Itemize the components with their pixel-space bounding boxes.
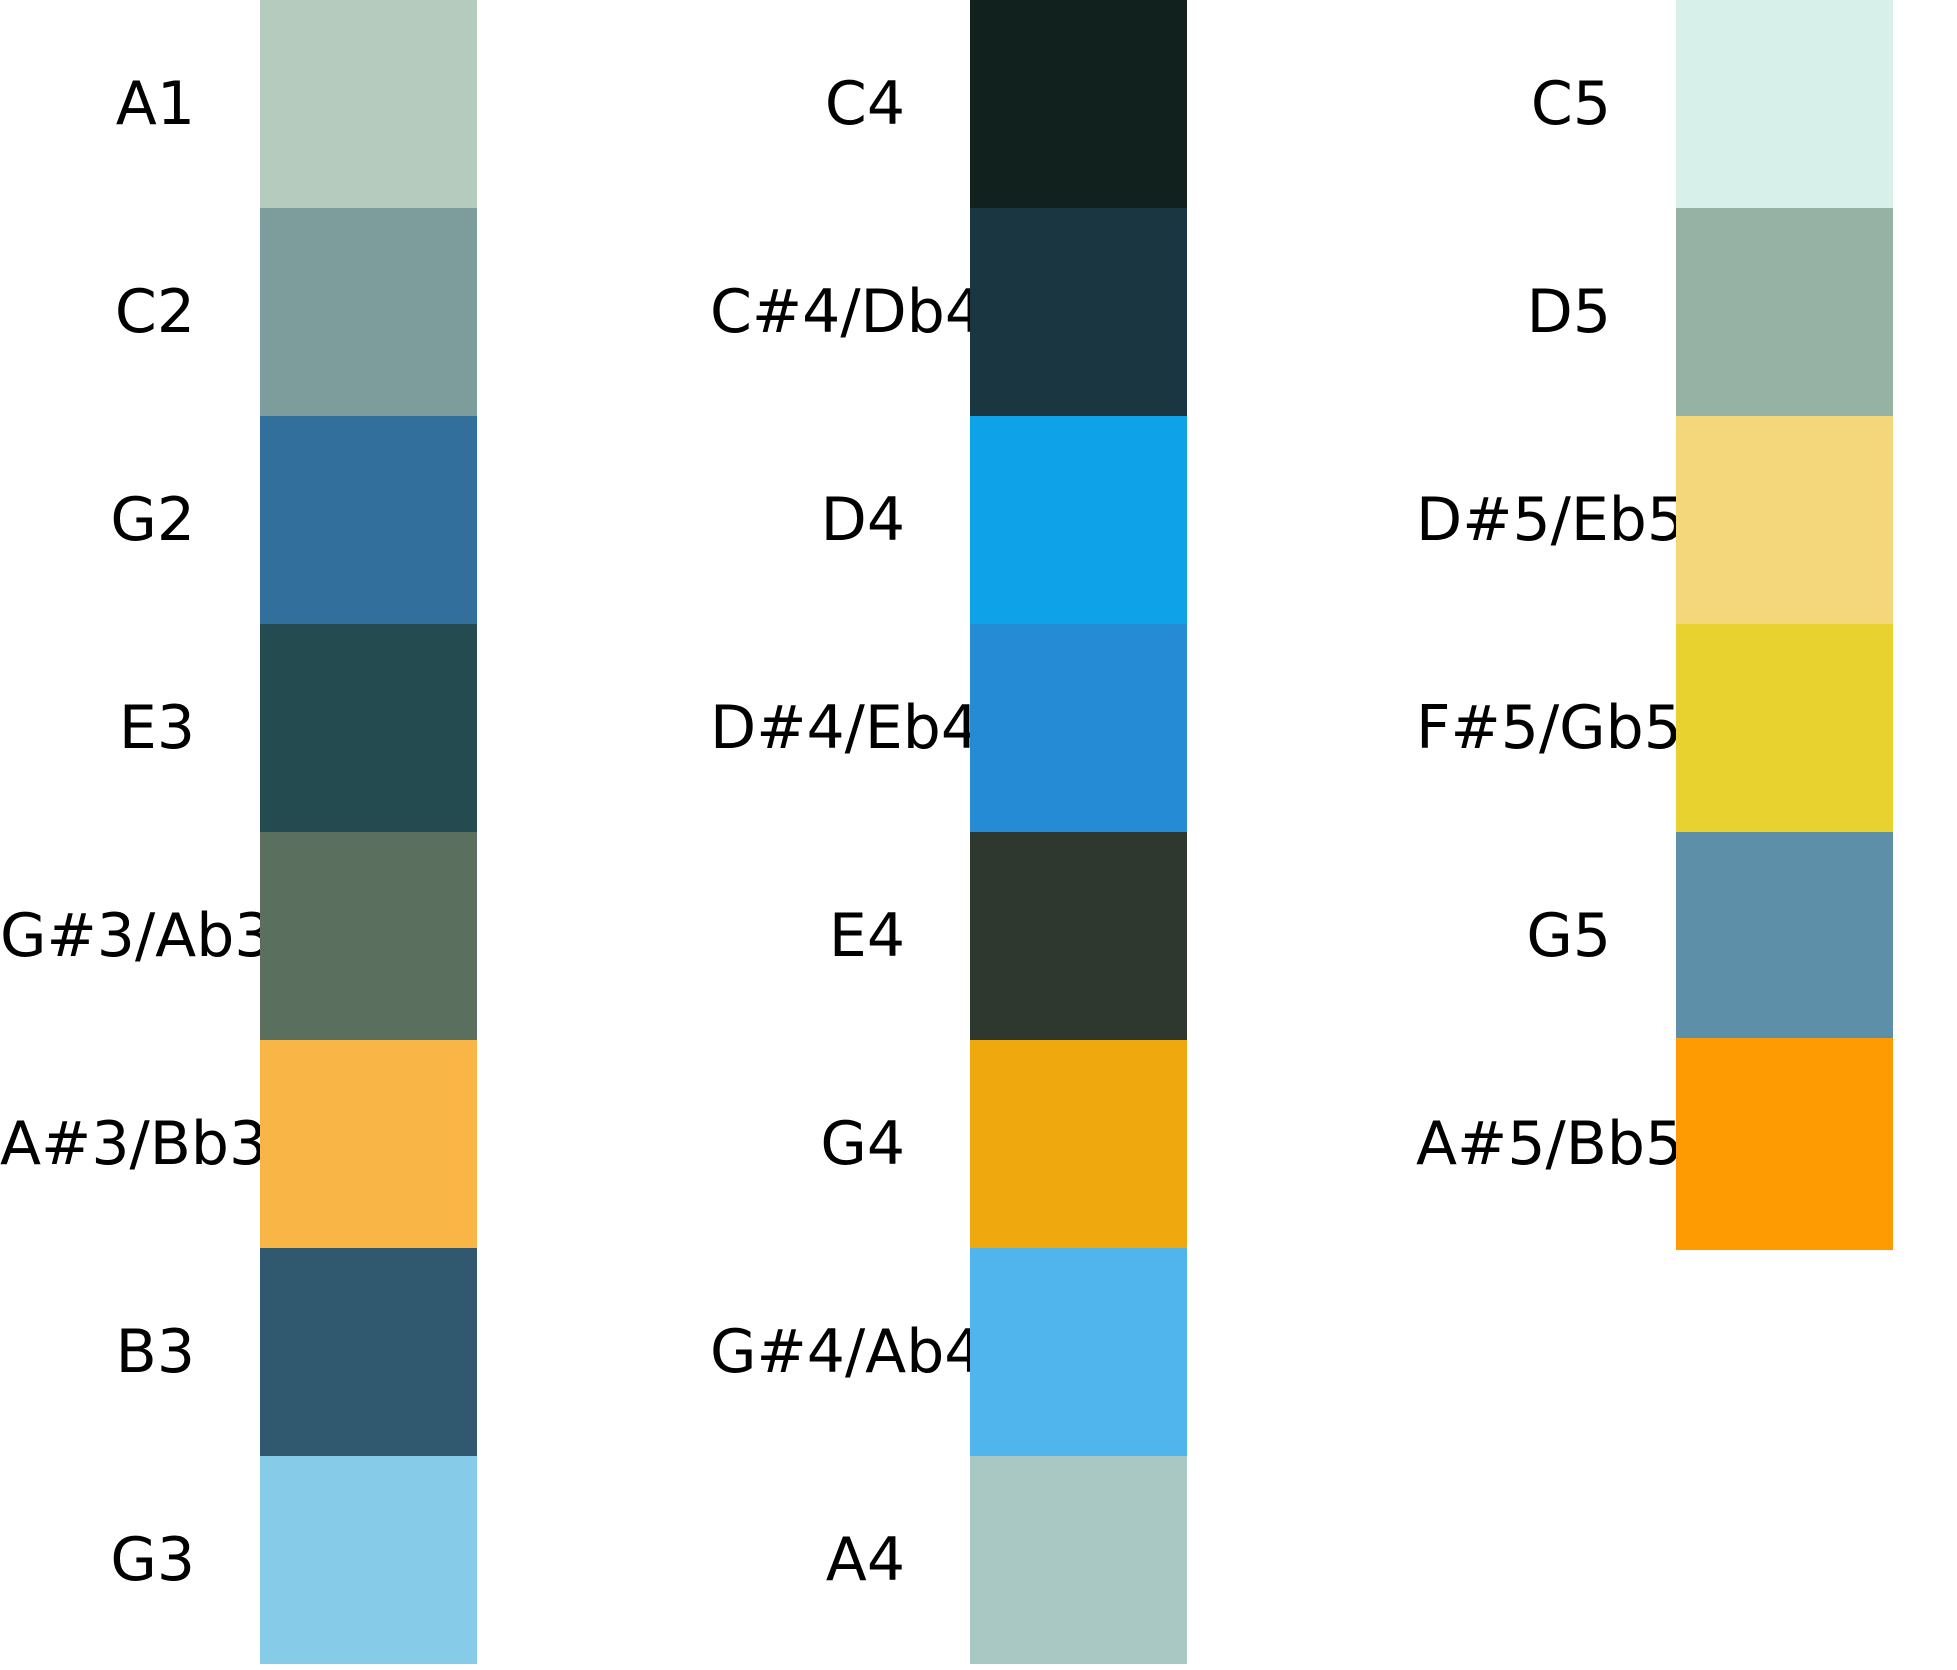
swatch-row: C2: [0, 208, 477, 416]
color-swatch: [1676, 1038, 1893, 1250]
note-label: A4: [825, 1525, 905, 1595]
color-swatch: [970, 1456, 1187, 1664]
swatch-row: E4: [710, 832, 1187, 1040]
swatch-row: A1: [0, 0, 477, 208]
note-label: E4: [828, 901, 905, 971]
note-label: F#5/Gb5: [1416, 693, 1682, 763]
color-swatch: [260, 1456, 477, 1664]
color-swatch: [260, 832, 477, 1040]
note-label: C4: [824, 69, 905, 139]
swatch-row: D5: [1416, 208, 1893, 416]
note-label: A1: [115, 69, 195, 139]
note-label: D4: [820, 485, 905, 555]
swatch-row: D4: [710, 416, 1187, 624]
swatch-row: D#5/Eb5: [1416, 416, 1893, 624]
note-label: A#5/Bb5: [1416, 1109, 1684, 1179]
color-swatch: [970, 416, 1187, 624]
note-label: G5: [1526, 901, 1611, 971]
note-label: G3: [110, 1525, 195, 1595]
swatch-row: C5: [1416, 0, 1893, 208]
color-swatch: [260, 0, 477, 208]
swatch-row: A4: [710, 1456, 1187, 1664]
swatch-row: A#3/Bb3: [0, 1040, 477, 1248]
swatch-column-3: C5 D5 D#5/Eb5 F#5/Gb5 G5 A#5/Bb5: [1416, 0, 1893, 1250]
color-swatch: [970, 832, 1187, 1040]
note-label: C#4/Db4: [710, 277, 984, 347]
swatch-column-1: A1 C2 G2 E3 G#3/Ab3 A#3/Bb3 B3 G3: [0, 0, 477, 1664]
color-swatch: [970, 208, 1187, 416]
swatch-row: G#4/Ab4: [710, 1248, 1187, 1456]
note-label: D5: [1526, 277, 1611, 347]
note-label: E3: [118, 693, 195, 763]
swatch-row: G2: [0, 416, 477, 624]
note-label: C2: [114, 277, 195, 347]
color-swatch: [1676, 0, 1893, 208]
color-swatch: [1676, 832, 1893, 1040]
swatch-row: G#3/Ab3: [0, 832, 477, 1040]
note-label: G2: [110, 485, 195, 555]
color-swatch: [260, 1248, 477, 1456]
note-label: C5: [1530, 69, 1611, 139]
note-label: D#4/Eb4: [710, 693, 980, 763]
swatch-row: G3: [0, 1456, 477, 1664]
color-swatch: [970, 1040, 1187, 1248]
swatch-row: B3: [0, 1248, 477, 1456]
color-swatch: [1676, 416, 1893, 624]
swatch-column-2: C4 C#4/Db4 D4 D#4/Eb4 E4 G4 G#4/Ab4 A4: [710, 0, 1187, 1664]
note-label: G#3/Ab3: [0, 901, 273, 971]
swatch-row: C#4/Db4: [710, 208, 1187, 416]
swatch-row: E3: [0, 624, 477, 832]
color-swatch: [970, 624, 1187, 832]
swatch-row: A#5/Bb5: [1416, 1038, 1893, 1250]
note-label: B3: [115, 1317, 195, 1387]
color-swatch: [1676, 624, 1893, 832]
color-swatch: [260, 416, 477, 624]
swatch-row: F#5/Gb5: [1416, 624, 1893, 832]
color-swatch: [260, 208, 477, 416]
note-label: A#3/Bb3: [0, 1109, 268, 1179]
color-swatch: [970, 1248, 1187, 1456]
note-label: D#5/Eb5: [1416, 485, 1686, 555]
color-swatch: [970, 0, 1187, 208]
swatch-row: D#4/Eb4: [710, 624, 1187, 832]
note-label: G#4/Ab4: [710, 1317, 983, 1387]
swatch-row: G5: [1416, 832, 1893, 1040]
note-label: G4: [820, 1109, 905, 1179]
color-swatch: [260, 624, 477, 832]
color-swatch: [260, 1040, 477, 1248]
swatch-row: G4: [710, 1040, 1187, 1248]
color-swatch: [1676, 208, 1893, 416]
swatch-row: C4: [710, 0, 1187, 208]
